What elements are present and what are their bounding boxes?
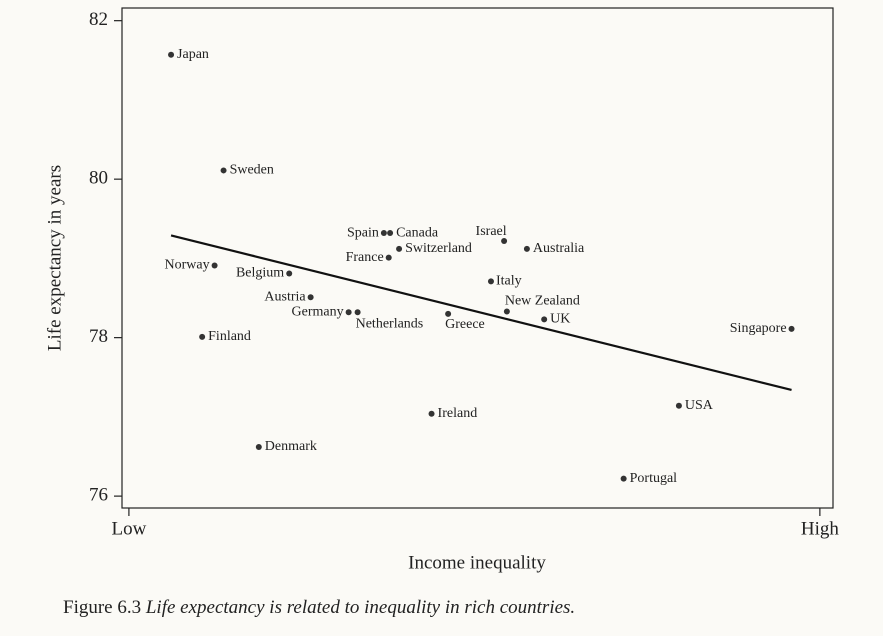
y-tick-label: 80 [89, 168, 108, 189]
y-tick-label: 82 [89, 9, 108, 30]
point-label: France [346, 250, 384, 265]
caption-text: Life expectancy is related to inequality… [145, 597, 575, 618]
caption: Figure 6.3 Life expectancy is related to… [63, 597, 575, 618]
x-axis-label: Income inequality [408, 552, 546, 573]
point-label: New Zealand [505, 294, 580, 309]
point-label: Denmark [265, 439, 317, 454]
point [220, 167, 227, 174]
point [501, 237, 508, 244]
point-label: Italy [496, 274, 522, 289]
point [445, 310, 452, 317]
point [675, 402, 682, 409]
point-label: Switzerland [405, 241, 472, 256]
point-label: Canada [396, 225, 439, 240]
point-label: Austria [264, 289, 306, 304]
x-tick-label: Low [111, 518, 146, 539]
trend-line [170, 234, 792, 392]
point [503, 308, 510, 315]
point [307, 294, 314, 301]
point-label: Germany [292, 304, 344, 319]
caption-label: Figure 6.3 [63, 597, 141, 618]
point [380, 230, 387, 237]
point-label: Australia [533, 241, 585, 256]
point [620, 475, 627, 482]
point-label: Israel [476, 224, 507, 239]
point-label: Japan [177, 47, 209, 62]
point [199, 333, 206, 340]
point [387, 230, 394, 237]
plot-frame [121, 7, 834, 509]
point [211, 262, 218, 269]
point-label: Greece [445, 317, 485, 332]
point-label: Belgium [236, 266, 284, 281]
point-label: Norway [164, 258, 209, 273]
point-label: Portugal [630, 471, 678, 486]
point-label: Singapore [730, 321, 787, 336]
point [523, 245, 530, 252]
point-label: Ireland [438, 406, 478, 421]
point [788, 325, 795, 332]
point [354, 309, 361, 316]
point [286, 270, 293, 277]
point [255, 443, 262, 450]
y-tick-label: 78 [89, 326, 108, 347]
point-label: USA [685, 398, 714, 413]
point [541, 316, 548, 323]
point [385, 254, 392, 261]
point-label: Finland [208, 329, 251, 344]
x-tick-label: High [801, 518, 840, 539]
point [487, 278, 494, 285]
point-label: UK [550, 312, 570, 327]
y-tick-label: 76 [89, 484, 108, 505]
point [168, 51, 175, 58]
point-label: Spain [347, 225, 379, 240]
point [345, 309, 352, 316]
point [428, 410, 435, 417]
y-axis-label: Life expectancy in years [44, 165, 65, 351]
point-label: Sweden [230, 163, 274, 178]
point-label: Netherlands [356, 316, 424, 331]
point [396, 245, 403, 252]
